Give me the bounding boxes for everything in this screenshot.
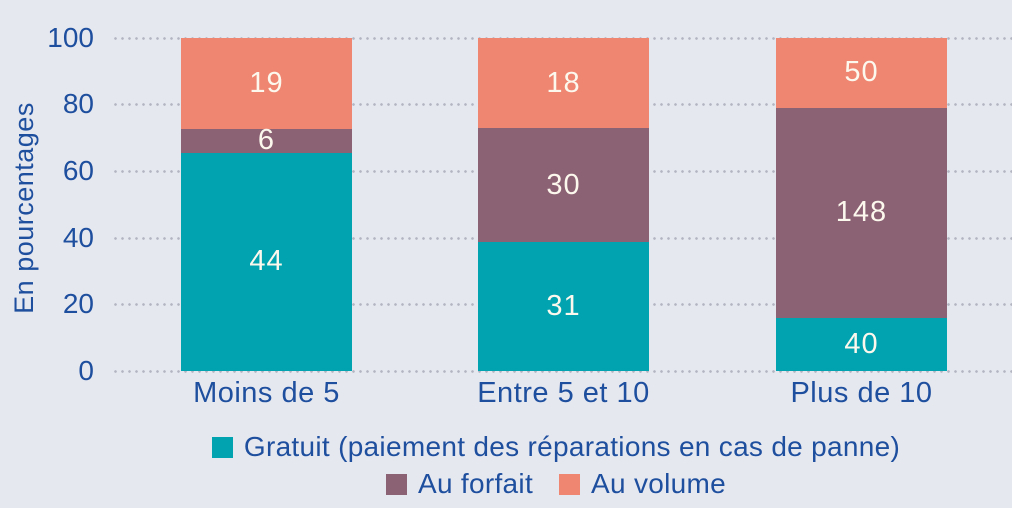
legend-item-volume: Au volume: [559, 468, 726, 500]
bar-segment: 18: [478, 38, 649, 129]
bar-segment: 40: [776, 317, 947, 371]
bar-value-label: 6: [257, 124, 276, 157]
x-category-label: Plus de 10: [790, 377, 933, 409]
bar-value-label: 19: [249, 66, 284, 99]
bar-segment: 148: [776, 107, 947, 318]
bar-1: 44 6 19: [181, 38, 352, 371]
x-category-label: Entre 5 et 10: [477, 377, 650, 409]
legend-row-1: Gratuit (paiement des réparations en cas…: [211, 431, 901, 463]
x-category-label: Moins de 5: [193, 377, 340, 409]
y-tick-label-100: 100: [47, 21, 94, 53]
legend-item-gratuit: Gratuit (paiement des réparations en cas…: [211, 431, 901, 463]
legend-swatch-gratuit: [211, 436, 233, 458]
y-tick-label-60: 60: [62, 155, 94, 187]
legend-row-2: Au forfait Au volume: [385, 468, 726, 500]
bar-value-label: 50: [844, 56, 879, 89]
bar-segment: 30: [478, 128, 649, 243]
bar-value-label: 148: [835, 196, 888, 229]
bar-segment: 50: [776, 38, 947, 108]
bar-segment: 44: [181, 152, 352, 371]
y-tick-label-40: 40: [62, 221, 94, 253]
legend-label-volume: Au volume: [591, 468, 727, 499]
bar-segment: 19: [181, 38, 352, 129]
y-tick-label-0: 0: [78, 355, 94, 386]
bar-segment: 6: [181, 124, 352, 157]
bar-2: 31 30 18: [478, 38, 649, 371]
legend-swatch-volume: [559, 473, 581, 495]
gridline-y-0: [112, 370, 1012, 373]
legend-item-forfait: Au forfait: [385, 468, 534, 500]
bar-value-label: 18: [546, 66, 581, 99]
bar-value-label: 44: [249, 245, 284, 278]
legend-swatch-forfait: [385, 473, 407, 495]
y-tick-label-20: 20: [62, 288, 94, 320]
legend-label-gratuit: Gratuit (paiement des réparations en cas…: [243, 431, 901, 462]
bar-value-label: 31: [546, 290, 581, 323]
legend-label-forfait: Au forfait: [417, 468, 534, 499]
bar-value-label: 40: [844, 327, 879, 360]
bar-value-label: 30: [546, 168, 581, 201]
bar-3: 40 148 50: [776, 38, 947, 371]
y-tick-label-80: 80: [62, 88, 94, 120]
legend: Gratuit (paiement des réparations en cas…: [100, 431, 1012, 500]
bar-segment: 31: [478, 242, 649, 371]
